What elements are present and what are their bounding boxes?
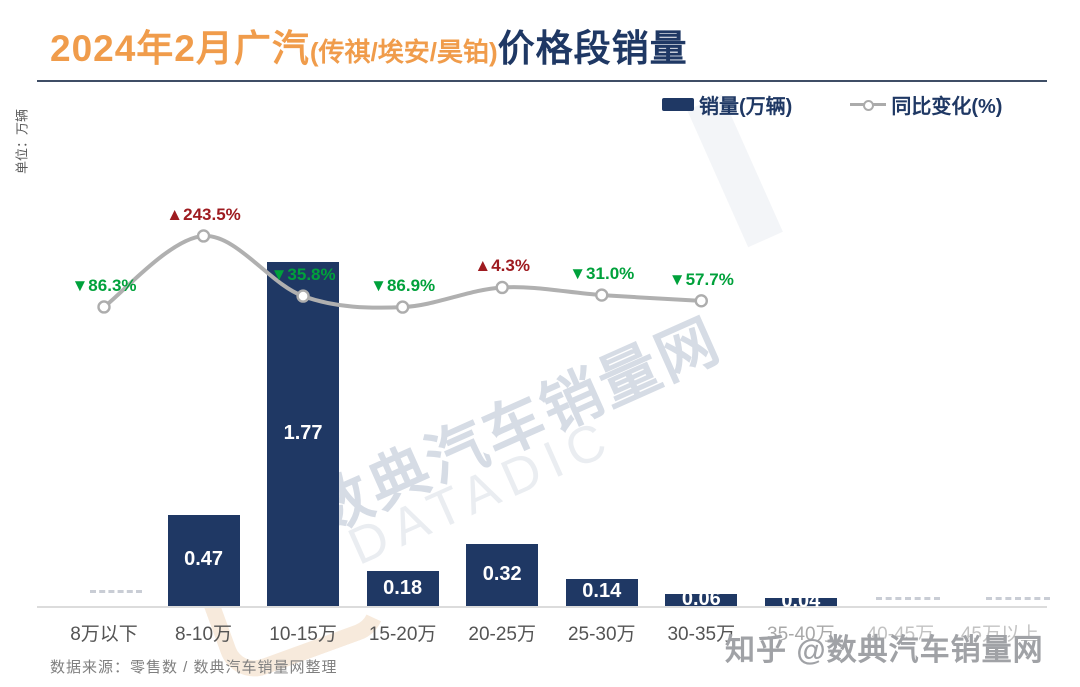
yoy-value-label: ▼31.0%	[569, 264, 635, 284]
x-axis-category-label: 35-40万	[767, 624, 835, 645]
legend-item-sales: 销量(万辆)	[662, 90, 792, 119]
axis-remnant-dash	[876, 597, 940, 600]
x-axis-line	[37, 606, 1047, 608]
yoy-point-marker	[196, 229, 211, 243]
x-axis-category-label: 40-45万	[866, 624, 935, 645]
data-source-note: 数据来源：零售数 / 数典汽车销量网整理	[50, 659, 338, 676]
x-axis-category-label: 15-20万	[368, 624, 437, 645]
yoy-point-marker	[595, 288, 609, 302]
sales-bar	[565, 578, 638, 606]
x-axis-category-label: 30-35万	[667, 624, 736, 645]
x-axis-category-label: 20-25万	[468, 624, 536, 645]
watermark-zhihu-credit: 知乎 @数典汽车销量网	[725, 634, 1044, 667]
bar-value-label: 0.47	[184, 548, 224, 571]
yoy-value-label: ▲4.3%	[474, 256, 530, 276]
line-series-swatch-icon	[850, 100, 887, 111]
legend-item-yoy: 同比变化(%)	[850, 90, 1002, 119]
sales-bar	[167, 514, 240, 606]
legend-yoy-label: 同比变化(%)	[891, 96, 1003, 118]
yoy-value-label: ▼57.7%	[668, 269, 734, 289]
bar-value-label: 0.04	[781, 590, 821, 613]
title-sub-brands: (传祺/埃安/昊铂)	[309, 37, 498, 67]
page-title: 2024年2月广汽 (传祺/埃安/昊铂) 价格段销量	[50, 18, 688, 72]
axis-remnant-dash	[986, 597, 1050, 600]
sales-bar	[267, 262, 340, 606]
sales-bar	[665, 594, 738, 606]
title-metric: 价格段销量	[497, 28, 688, 69]
sales-bar	[466, 543, 539, 606]
yoy-point-marker	[495, 280, 509, 295]
legend-sales-label: 销量(万辆)	[699, 96, 793, 118]
yoy-value-label: ▼86.9%	[370, 276, 436, 296]
title-underline	[37, 80, 1047, 82]
x-axis-category-label: 10-15万	[269, 624, 337, 645]
yoy-value-label: ▲243.5%	[166, 204, 241, 224]
yoy-point-marker	[395, 300, 410, 314]
chart-legend: 销量(万辆) 同比变化(%)	[662, 90, 1002, 119]
bar-value-label: 0.14	[582, 580, 622, 603]
x-axis-category-label: 8万以下	[70, 624, 138, 645]
title-period-brand: 2024年2月广汽	[50, 28, 310, 69]
yoy-point-marker	[296, 289, 310, 303]
bar-value-label: 0.06	[681, 588, 721, 611]
sales-bar	[764, 598, 837, 606]
yoy-value-label: ▼86.3%	[71, 275, 137, 295]
axis-remnant-dash	[90, 590, 142, 593]
sales-bar	[366, 571, 439, 606]
bar-series-swatch-icon	[662, 98, 694, 111]
yoy-value-label: ▼35.8%	[270, 265, 336, 285]
bar-value-label: 0.32	[482, 562, 522, 585]
x-axis-category-label: 45万以上	[960, 624, 1039, 645]
yoy-point-marker	[97, 300, 111, 314]
bar-value-label: 1.77	[283, 422, 323, 445]
yoy-point-marker	[694, 294, 708, 308]
bar-value-label: 0.18	[383, 576, 423, 599]
x-axis-category-label: 8-10万	[175, 624, 233, 645]
x-axis-category-label: 25-30万	[567, 624, 636, 645]
